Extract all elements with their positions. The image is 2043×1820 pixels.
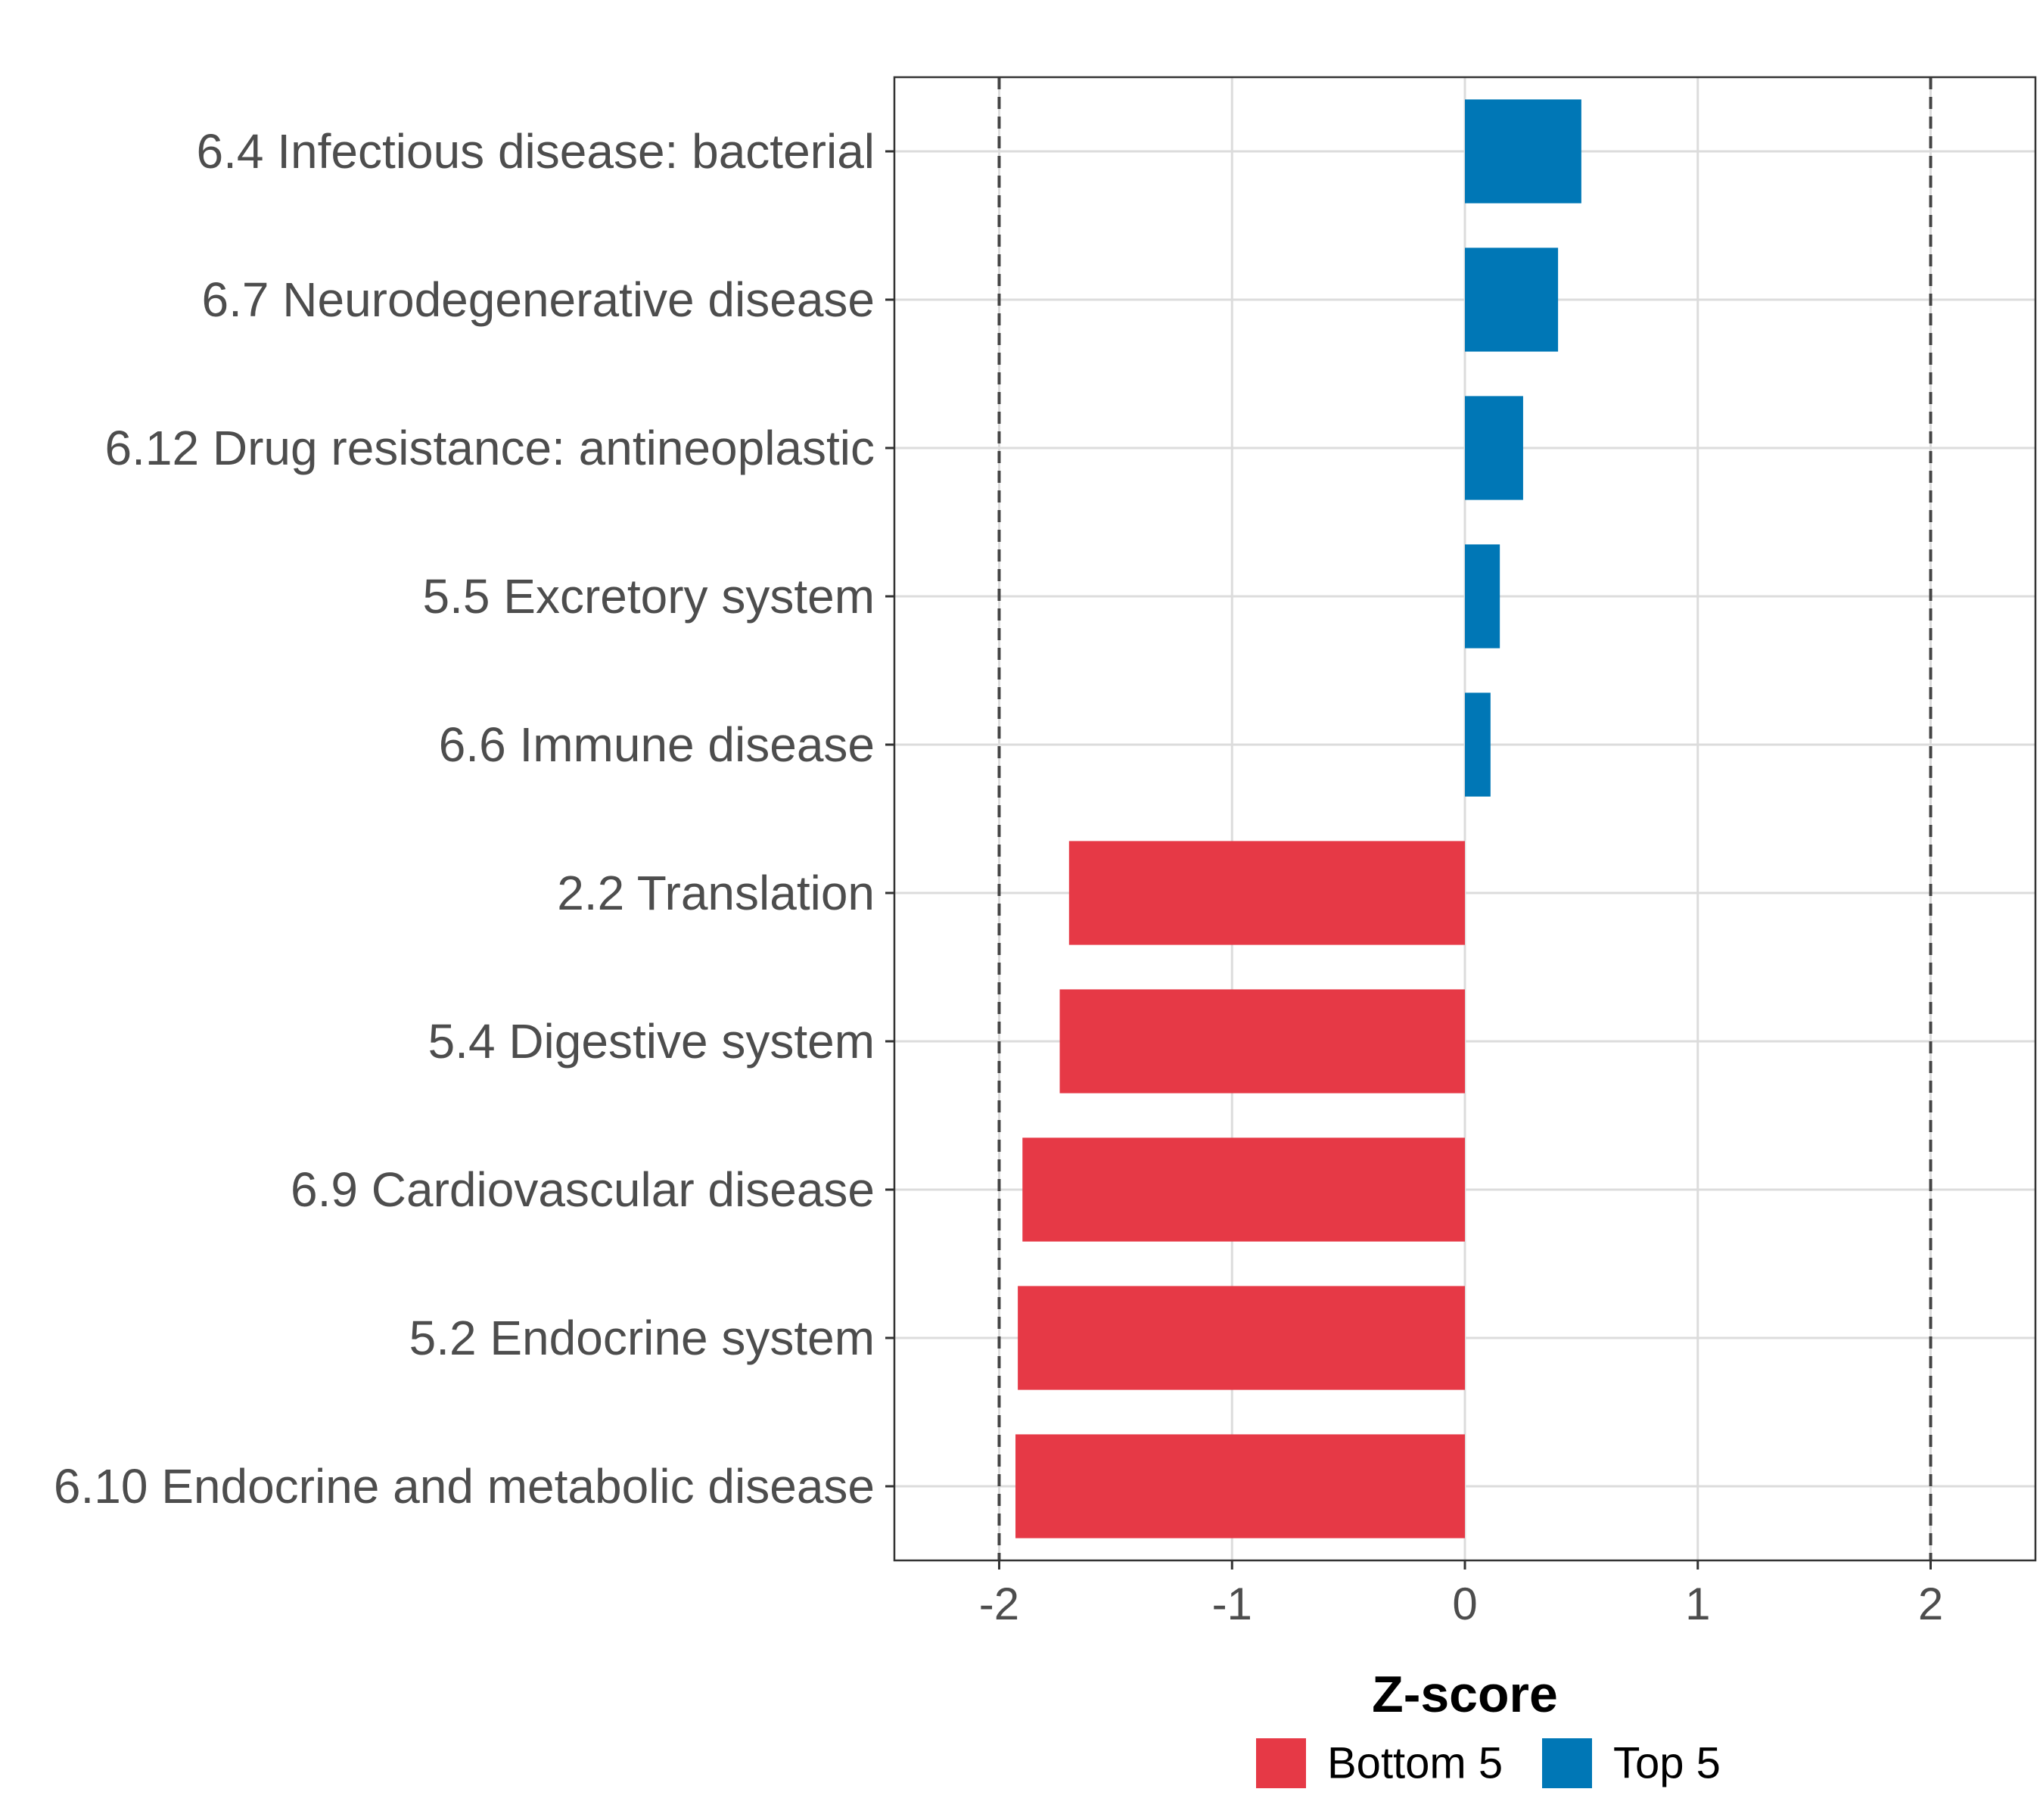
y-tick-label: 6.7 Neurodegenerative disease bbox=[202, 272, 875, 327]
legend-swatch bbox=[1542, 1738, 1592, 1788]
y-tick-label: 6.10 Endocrine and metabolic disease bbox=[54, 1459, 875, 1514]
x-tick-label: -2 bbox=[979, 1579, 1019, 1629]
x-tick-label: 2 bbox=[1918, 1579, 1943, 1629]
bar bbox=[1465, 692, 1491, 797]
y-tick-label: 6.4 Infectious disease: bacterial bbox=[196, 124, 875, 179]
bar bbox=[1018, 1286, 1465, 1390]
legend-label: Top 5 bbox=[1613, 1739, 1721, 1788]
x-tick-label: 0 bbox=[1452, 1579, 1477, 1629]
bar bbox=[1022, 1137, 1465, 1242]
bar bbox=[1465, 247, 1559, 352]
legend-label: Bottom 5 bbox=[1327, 1739, 1503, 1788]
legend-swatch bbox=[1256, 1738, 1306, 1788]
reference-lines bbox=[997, 77, 1933, 1560]
y-tick-label: 6.6 Immune disease bbox=[439, 717, 875, 772]
x-tick-label: -1 bbox=[1212, 1579, 1252, 1629]
bar bbox=[1465, 396, 1523, 500]
y-tick-label: 6.12 Drug resistance: antineoplastic bbox=[105, 421, 875, 475]
y-tick-label: 5.4 Digestive system bbox=[428, 1014, 875, 1069]
y-tick-label: 2.2 Translation bbox=[557, 866, 875, 920]
y-tick-label: 5.5 Excretory system bbox=[423, 569, 875, 624]
x-tick-label: 1 bbox=[1685, 1579, 1710, 1629]
bar bbox=[1068, 841, 1465, 945]
x-axis-title: Z-score bbox=[1372, 1666, 1558, 1723]
bar bbox=[1465, 544, 1500, 649]
bar bbox=[1059, 989, 1465, 1094]
legend: Bottom 5 Top 5 bbox=[1256, 1738, 1721, 1788]
bar bbox=[1465, 99, 1581, 204]
bar bbox=[1015, 1434, 1465, 1538]
y-tick-label: 5.2 Endocrine system bbox=[409, 1311, 875, 1365]
bars bbox=[1015, 99, 1581, 1538]
y-axis: 6.4 Infectious disease: bacterial 6.7 Neu… bbox=[54, 124, 894, 1514]
x-axis: -2 -1 0 1 2 bbox=[979, 1560, 1943, 1629]
y-tick-label: 6.9 Cardiovascular disease bbox=[291, 1162, 875, 1217]
